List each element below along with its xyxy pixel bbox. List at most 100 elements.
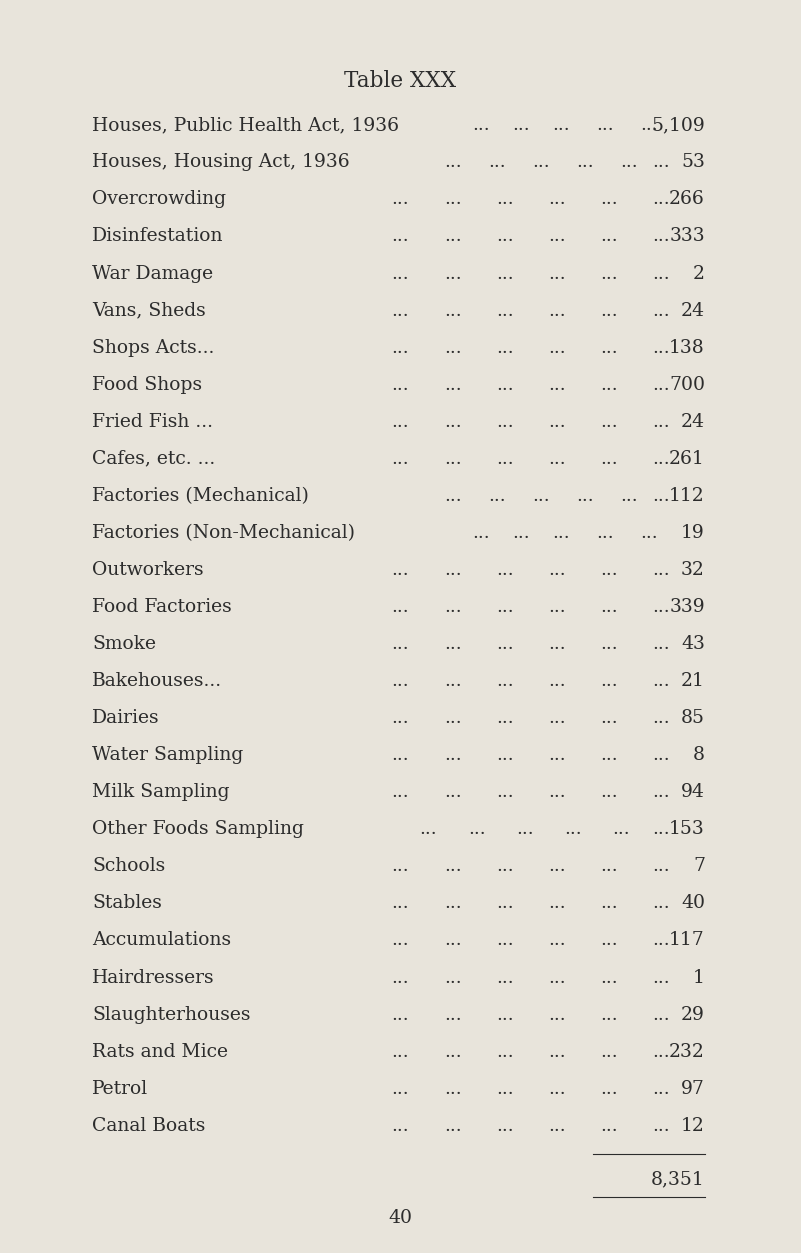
Text: ...: ... <box>600 228 618 246</box>
Text: 138: 138 <box>669 338 705 357</box>
Text: ...: ... <box>496 1006 513 1024</box>
Text: ...: ... <box>444 931 461 950</box>
Text: ...: ... <box>548 1006 566 1024</box>
Text: ...: ... <box>652 1006 670 1024</box>
Text: ...: ... <box>444 1080 461 1098</box>
Text: ...: ... <box>392 857 409 876</box>
Text: ...: ... <box>444 635 461 653</box>
Text: ...: ... <box>392 747 409 764</box>
Text: ...: ... <box>548 376 566 393</box>
Text: ...: ... <box>420 821 437 838</box>
Text: ...: ... <box>472 524 489 541</box>
Text: ...: ... <box>652 302 670 320</box>
Text: Factories (Mechanical): Factories (Mechanical) <box>92 487 309 505</box>
Text: 43: 43 <box>681 635 705 653</box>
Text: ...: ... <box>472 117 489 134</box>
Text: 85: 85 <box>681 709 705 727</box>
Text: Other Foods Sampling: Other Foods Sampling <box>92 821 304 838</box>
Text: ...: ... <box>548 857 566 876</box>
Text: 24: 24 <box>681 302 705 320</box>
Text: ...: ... <box>548 709 566 727</box>
Text: ...: ... <box>600 931 618 950</box>
Text: ...: ... <box>496 1080 513 1098</box>
Text: ...: ... <box>548 747 566 764</box>
Text: ...: ... <box>392 969 409 986</box>
Text: Slaughterhouses: Slaughterhouses <box>92 1006 251 1024</box>
Text: 94: 94 <box>681 783 705 801</box>
Text: ...: ... <box>552 524 570 541</box>
Text: ...: ... <box>444 709 461 727</box>
Text: ...: ... <box>600 190 618 208</box>
Text: ...: ... <box>600 450 618 467</box>
Text: ...: ... <box>392 190 409 208</box>
Text: ...: ... <box>600 1116 618 1135</box>
Text: ...: ... <box>392 672 409 690</box>
Text: 40: 40 <box>388 1209 413 1227</box>
Text: Disinfestation: Disinfestation <box>92 228 223 246</box>
Text: ...: ... <box>496 747 513 764</box>
Text: 97: 97 <box>681 1080 705 1098</box>
Text: ...: ... <box>392 783 409 801</box>
Text: 12: 12 <box>681 1116 705 1135</box>
Text: ...: ... <box>512 117 529 134</box>
Text: ...: ... <box>444 376 461 393</box>
Text: ...: ... <box>496 338 513 357</box>
Text: 1: 1 <box>693 969 705 986</box>
Text: Outworkers: Outworkers <box>92 561 203 579</box>
Text: Vans, Sheds: Vans, Sheds <box>92 302 206 320</box>
Text: 339: 339 <box>670 598 705 616</box>
Text: ...: ... <box>468 821 485 838</box>
Text: ...: ... <box>600 1042 618 1060</box>
Text: ...: ... <box>496 969 513 986</box>
Text: 40: 40 <box>681 895 705 912</box>
Text: 5,109: 5,109 <box>651 117 705 134</box>
Text: Table XXX: Table XXX <box>344 70 457 93</box>
Text: ...: ... <box>488 487 505 505</box>
Text: ...: ... <box>600 783 618 801</box>
Text: ...: ... <box>548 783 566 801</box>
Text: ...: ... <box>652 1116 670 1135</box>
Text: ...: ... <box>444 598 461 616</box>
Text: Schools: Schools <box>92 857 165 876</box>
Text: ...: ... <box>548 338 566 357</box>
Text: ...: ... <box>392 376 409 393</box>
Text: ...: ... <box>496 376 513 393</box>
Text: ...: ... <box>652 190 670 208</box>
Text: 32: 32 <box>681 561 705 579</box>
Text: Factories (Non-Mechanical): Factories (Non-Mechanical) <box>92 524 355 541</box>
Text: ...: ... <box>496 709 513 727</box>
Text: ...: ... <box>496 598 513 616</box>
Text: 261: 261 <box>669 450 705 467</box>
Text: ...: ... <box>512 524 529 541</box>
Text: Dairies: Dairies <box>92 709 159 727</box>
Text: ...: ... <box>392 598 409 616</box>
Text: ...: ... <box>652 1042 670 1060</box>
Text: ...: ... <box>444 302 461 320</box>
Text: ...: ... <box>600 338 618 357</box>
Text: ...: ... <box>444 450 461 467</box>
Text: ...: ... <box>596 117 614 134</box>
Text: 24: 24 <box>681 412 705 431</box>
Text: 8: 8 <box>693 747 705 764</box>
Text: ...: ... <box>444 895 461 912</box>
Text: ...: ... <box>516 821 533 838</box>
Text: ...: ... <box>640 524 658 541</box>
Text: ...: ... <box>652 635 670 653</box>
Text: ...: ... <box>652 895 670 912</box>
Text: ...: ... <box>600 969 618 986</box>
Text: ...: ... <box>600 1080 618 1098</box>
Text: Rats and Mice: Rats and Mice <box>92 1042 228 1060</box>
Text: ...: ... <box>392 1080 409 1098</box>
Text: ...: ... <box>496 228 513 246</box>
Text: ...: ... <box>652 969 670 986</box>
Text: ...: ... <box>600 895 618 912</box>
Text: ...: ... <box>444 747 461 764</box>
Text: ...: ... <box>444 561 461 579</box>
Text: ...: ... <box>392 709 409 727</box>
Text: ...: ... <box>496 931 513 950</box>
Text: Cafes, etc. ...: Cafes, etc. ... <box>92 450 215 467</box>
Text: Food Factories: Food Factories <box>92 598 231 616</box>
Text: ...: ... <box>612 821 630 838</box>
Text: ...: ... <box>600 376 618 393</box>
Text: Houses, Public Health Act, 1936: Houses, Public Health Act, 1936 <box>92 117 399 134</box>
